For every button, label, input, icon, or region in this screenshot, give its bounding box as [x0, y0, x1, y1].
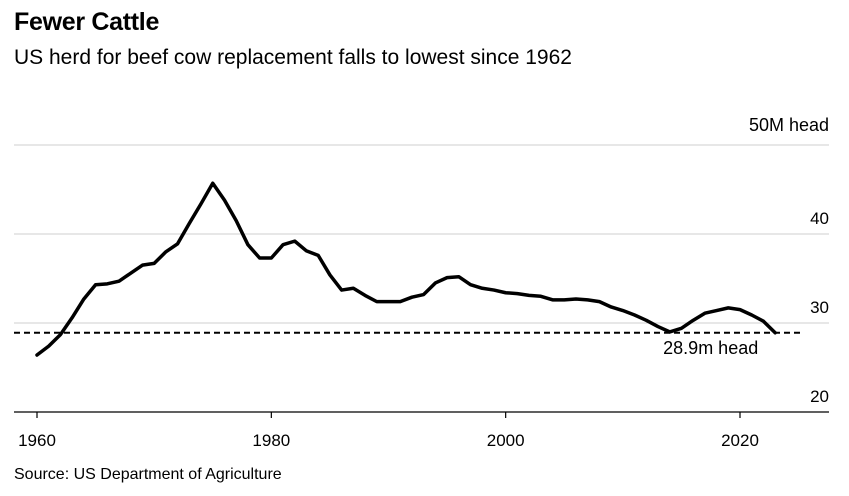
y-tick-label-40: 40 — [810, 209, 829, 228]
x-tick-label-2020: 2020 — [721, 431, 759, 450]
reference-line-label: 28.9m head — [663, 338, 758, 358]
chart-subtitle: US herd for beef cow replacement falls t… — [14, 46, 572, 69]
x-tick-label-1960: 1960 — [18, 431, 56, 450]
series-line-beef-cow-replacement — [35, 181, 777, 357]
y-axis-tick-labels: 20 30 40 — [810, 209, 829, 406]
unit-label: 50M head — [749, 115, 829, 135]
gridlines — [14, 144, 829, 324]
source-note: Source: US Department of Agriculture — [14, 466, 282, 483]
x-tick-label-2000: 2000 — [487, 431, 525, 450]
x-axis-ticks: 1960 1980 2000 2020 — [18, 412, 759, 450]
y-tick-label-30: 30 — [810, 298, 829, 317]
y-tick-label-20: 20 — [810, 387, 829, 406]
x-tick-label-1980: 1980 — [252, 431, 290, 450]
chart-title: Fewer Cattle — [14, 8, 160, 36]
